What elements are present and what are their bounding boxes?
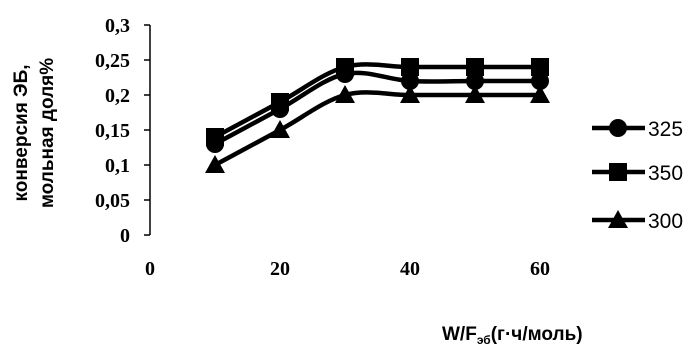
data-point [531,72,549,90]
x-tick-label: 0 [145,258,155,280]
y-tick-label: 0,05 [95,190,130,212]
data-point [400,85,420,103]
x-axis-title: W/Fэб(г·ч/моль) [442,324,583,347]
x-axis-title-subscript: эб [477,333,491,347]
y-axis-title-line2: мольная доля% [37,58,58,208]
data-point [335,85,355,103]
legend-marker [609,119,627,137]
data-point [271,93,289,111]
x-axis-title-rest: (г·ч/моль) [491,324,583,345]
legend-marker [608,210,628,228]
x-axis-title-main: W/F [442,324,477,345]
data-point [206,128,224,146]
data-point [531,58,549,76]
legend-label: 350 [648,162,683,185]
data-point [401,58,419,76]
data-point [466,58,484,76]
y-tick-label: 0,25 [95,50,130,72]
data-point [466,72,484,90]
series-300 [205,85,550,173]
y-tick-label: 0,2 [105,85,130,107]
data-point [465,85,485,103]
series-layer [205,58,550,173]
legend-item-325: 325 [592,118,683,141]
data-point [401,72,419,90]
legend-marker [609,163,627,181]
legend-item-300: 300 [592,210,683,233]
x-tick-label: 60 [530,258,550,280]
series-line [213,90,540,167]
y-tick-label: 0 [120,225,130,247]
x-tick-label: 20 [270,258,290,280]
y-axis-title: конверсия ЭБ, мольная доля% [11,58,58,208]
legend: 325 350 300 [592,118,683,233]
legend-label: 325 [648,118,683,141]
y-tick-label: 0,15 [95,120,130,142]
y-axis-title-line1: конверсия ЭБ, [11,64,32,201]
data-point [270,120,290,138]
x-tick-label: 40 [400,258,420,280]
legend-label: 300 [648,210,683,233]
data-point [336,58,354,76]
legend-item-350: 350 [592,162,683,185]
series-350 [206,58,549,146]
data-point [530,85,550,103]
axes: 0 0,05 0,1 0,15 0,2 0,25 0,3 0 20 40 60 [95,15,550,280]
y-tick-label: 0,1 [105,155,130,177]
y-tick-label: 0,3 [105,15,130,37]
data-point [205,155,225,173]
